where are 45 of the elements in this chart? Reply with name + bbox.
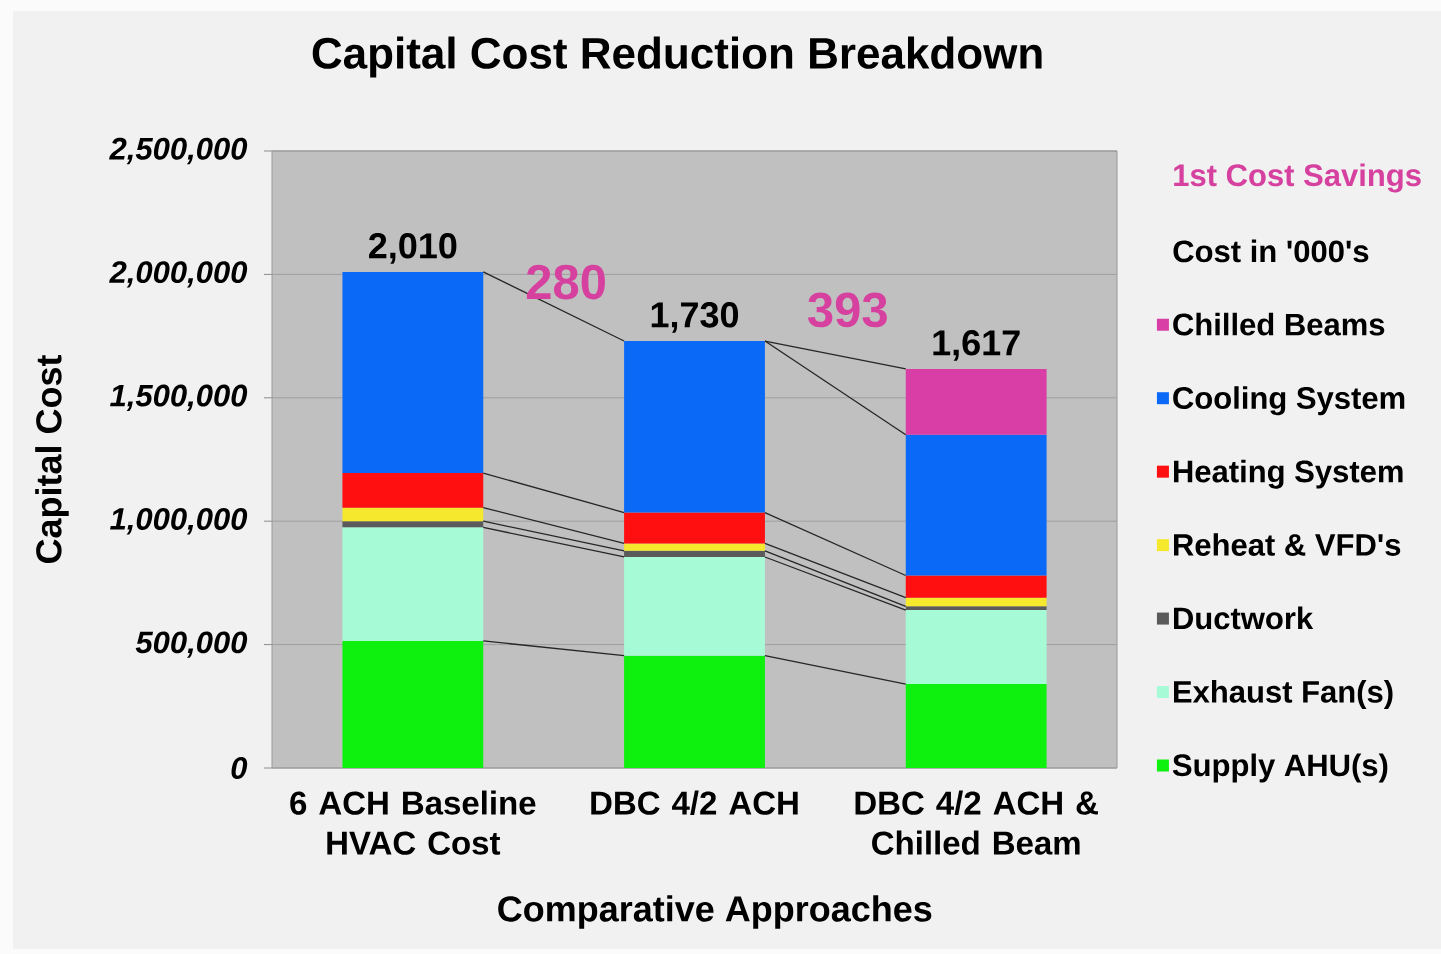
annotation: 1,617 xyxy=(933,330,1020,361)
bar xyxy=(905,575,1047,598)
x-tick-label: DBC 4/2 ACH xyxy=(591,790,798,816)
y-tick-label: 1,000,000 xyxy=(110,507,248,535)
x-tick-label: DBC 4/2 ACH & Chilled Beam xyxy=(855,790,1098,855)
bar xyxy=(342,640,484,768)
legend-label: Supply AHU(s) xyxy=(1172,753,1388,783)
annotation: 393 xyxy=(808,292,887,328)
bar xyxy=(905,684,1047,768)
annotation: 2,010 xyxy=(369,233,457,264)
bar xyxy=(624,655,765,768)
legend-label: Cooling System xyxy=(1173,386,1405,416)
bar xyxy=(342,527,484,641)
bar xyxy=(624,556,765,656)
legend-label: Reheat & VFD's xyxy=(1174,533,1401,556)
legend-label: Heating System xyxy=(1174,459,1403,489)
bar xyxy=(624,512,765,544)
bar xyxy=(905,610,1047,685)
annotation: 280 xyxy=(526,264,605,300)
y-tick-label: 2,500,000 xyxy=(109,137,248,165)
legend-label: Chilled Beams xyxy=(1173,312,1385,336)
y-tick-label: 1,500,000 xyxy=(110,384,248,412)
bar xyxy=(342,473,484,508)
legend-title: Cost in '000's xyxy=(1173,239,1369,263)
legend-label: Exhaust Fan(s) xyxy=(1174,680,1393,709)
chart-title: Capital Cost Reduction Breakdown xyxy=(312,36,1042,78)
bar xyxy=(342,521,484,528)
bar xyxy=(905,597,1047,607)
y-tick-label: 0 xyxy=(231,757,248,779)
bar xyxy=(342,271,484,474)
bar xyxy=(624,543,765,551)
y-axis-title: Capital Cost xyxy=(35,354,69,564)
bar xyxy=(624,550,765,557)
bar xyxy=(905,434,1047,576)
bar xyxy=(905,368,1047,435)
x-tick-label: 6 ACH Baseline HVAC Cost xyxy=(290,790,536,855)
legend-label: Ductwork xyxy=(1174,606,1314,630)
bar xyxy=(342,507,484,522)
annotation: 1,730 xyxy=(651,302,739,333)
y-tick-label: 2,000,000 xyxy=(109,261,248,288)
text: 1st Cost Savings xyxy=(1174,163,1421,193)
y-tick-label: 500,000 xyxy=(135,631,248,658)
x-axis-title: Comparative Approaches xyxy=(498,895,932,929)
bar xyxy=(905,606,1047,611)
bar xyxy=(624,341,765,513)
